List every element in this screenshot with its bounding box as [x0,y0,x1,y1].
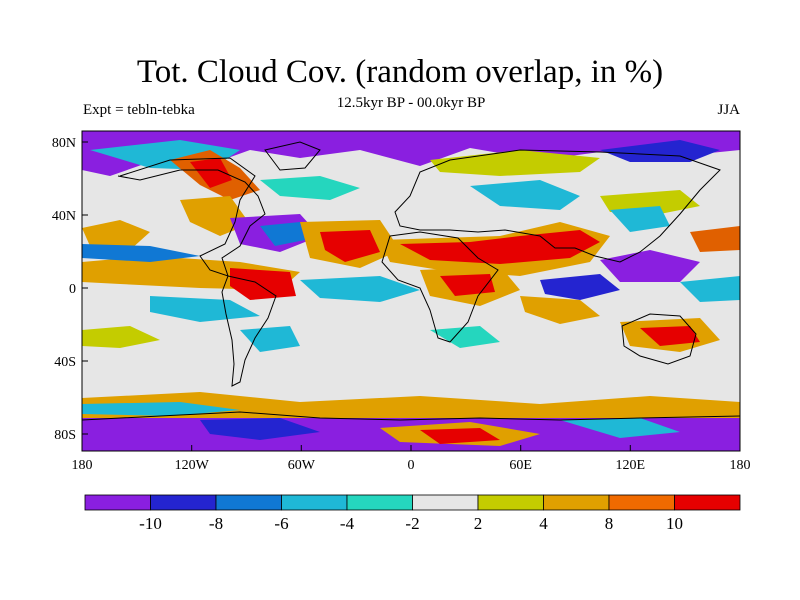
colorbar-label: 10 [666,514,683,533]
colorbar-swatch [346,494,413,511]
anomaly-region [82,326,160,348]
lon-label-180e: 180 [730,458,751,473]
anomaly-region [640,326,700,346]
colorbar-label: -2 [405,514,419,533]
anomaly-region [300,276,420,302]
anomaly-region [82,131,740,176]
lon-label-0: 0 [408,458,415,473]
anomaly-region [150,296,260,322]
lat-label-eq: 0 [69,282,76,297]
colorbar-label: 8 [605,514,614,533]
anomaly-region [680,276,740,302]
latitude-axis [82,141,88,435]
anomaly-region [600,140,720,162]
colorbar-swatch [477,494,544,511]
colorbar-swatch [150,494,217,511]
anomaly-region [82,220,150,250]
anomaly-region [600,190,700,214]
anomaly-region [610,206,670,232]
anomaly-region [430,326,500,348]
coastline-north-america [117,157,266,277]
anomaly-region [82,402,240,416]
colorbar-swatch [84,494,151,511]
anomaly-region [560,418,680,438]
experiment-label: Expt = tebln-tebka [83,102,195,118]
colorbar-label: 2 [474,514,483,533]
anomaly-region [440,274,495,296]
map-subtitle: 12.5kyr BP - 00.0kyr BP [336,95,486,111]
cloud-cover-field [82,131,740,451]
colorbar-swatch [543,494,610,511]
lat-label-80n: 80N [52,136,76,151]
colorbar-label: -8 [209,514,223,533]
colorbar-label: 4 [539,514,548,533]
season-label: JJA [717,102,740,118]
anomaly-region [180,196,250,236]
lat-label-80s: 80S [54,428,76,443]
anomaly-region [230,268,296,300]
anomaly-region [320,230,380,262]
lat-label-40s: 40S [54,355,76,370]
anomaly-region [540,274,620,300]
lon-label-180w: 180 [72,458,93,473]
coastline-australia [621,313,697,365]
anomaly-region [82,392,740,418]
anomaly-region [260,176,360,200]
anomaly-region [82,244,200,262]
anomaly-region [520,296,600,324]
colorbar-label: -6 [274,514,288,533]
coastlines [82,141,740,421]
lon-label-120e: 120E [616,458,646,473]
colorbar-swatch [608,494,675,511]
anomaly-region [600,250,700,282]
colorbar: -10 -8 -6 -4 -2 2 4 8 10 [84,494,741,533]
anomaly-region [200,418,320,440]
coastline-south-america [221,275,277,387]
anomaly-region [400,230,600,264]
anomaly-region [190,158,232,188]
anomaly-region [420,428,500,444]
colorbar-swatch [215,494,282,511]
colorbar-swatch [674,494,741,511]
map-title: Tot. Cloud Cov. (random overlap, in %) [136,54,664,90]
colorbar-swatch [281,494,348,511]
colorbar-swatch [412,494,479,511]
longitude-axis [81,445,741,451]
lon-label-60e: 60E [509,458,532,473]
anomaly-region [240,326,300,352]
colorbar-label: -10 [139,514,162,533]
coastline-eurasia [394,149,721,263]
lat-label-40n: 40N [52,209,76,224]
colorbar-label: -4 [340,514,355,533]
lon-label-60w: 60W [288,458,316,473]
coastline-antarctica [82,411,740,421]
anomaly-region [690,226,740,252]
coastline-africa [381,231,499,343]
coastline-greenland [264,141,321,171]
anomaly-region [470,180,580,210]
lon-label-120w: 120W [175,458,210,473]
anomaly-region [260,222,305,246]
